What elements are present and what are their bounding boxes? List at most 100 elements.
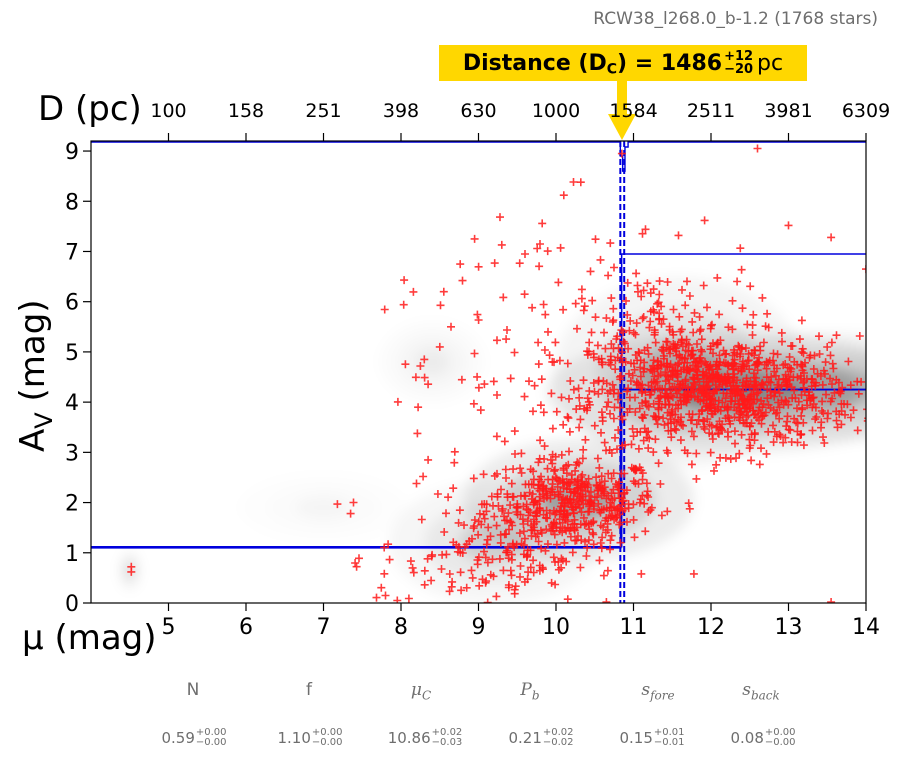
star-marker-1572: [475, 581, 484, 590]
star-marker-1320: [655, 309, 664, 318]
star-marker-306: [579, 445, 588, 454]
star-marker-1334: [659, 315, 668, 324]
star-marker-524: [569, 385, 578, 394]
star-marker-905: [617, 412, 626, 421]
star-marker-1707: [668, 327, 677, 336]
star-marker-1679: [594, 355, 603, 364]
star-marker-1263: [638, 314, 647, 323]
star-marker-1635: [673, 340, 682, 349]
star-marker-1150: [757, 396, 766, 405]
star-marker-1505: [557, 554, 566, 563]
star-marker-1168: [738, 357, 747, 366]
star-marker-577: [818, 380, 827, 389]
star-marker-1548: [470, 522, 479, 531]
star-marker-1402: [536, 401, 545, 410]
star-marker-1530: [420, 566, 429, 575]
star-marker-245: [568, 520, 577, 529]
star-marker-982: [736, 410, 745, 419]
param-value-sback: 0.08 +0.00 −0.00: [730, 728, 795, 748]
star-marker-1327: [643, 343, 652, 352]
star-marker-1332: [662, 389, 671, 398]
star-marker-1666: [469, 399, 478, 408]
star-marker-1122: [692, 420, 701, 429]
star-marker-1050: [742, 407, 751, 416]
star-marker-1359: [657, 345, 666, 354]
star-marker-498: [634, 444, 643, 453]
star-marker-256: [537, 472, 545, 481]
star-marker-941: [788, 342, 797, 350]
x-tick-label: 10: [542, 615, 570, 640]
star-marker-479: [730, 427, 739, 436]
star-marker-1398: [694, 362, 703, 370]
star-marker-1680: [457, 375, 466, 384]
star-marker-1108: [742, 418, 751, 427]
star-marker-1120: [774, 398, 783, 407]
star-marker-1440: [671, 410, 680, 419]
star-marker-1153: [802, 374, 811, 383]
star-marker-1210: [730, 413, 739, 422]
star-marker-1378: [715, 310, 724, 319]
param-sback-value: 0.08: [730, 729, 764, 747]
star-marker-349: [574, 500, 582, 509]
star-marker-266: [522, 500, 531, 509]
star-marker-704: [865, 369, 866, 372]
star-marker-755: [809, 400, 818, 408]
star-marker-296: [570, 487, 579, 496]
star-marker-1409: [586, 267, 595, 276]
star-marker-1581: [456, 568, 465, 577]
star-marker-419: [563, 495, 572, 504]
star-marker-1557: [490, 512, 499, 521]
star-marker-1694: [520, 392, 529, 401]
star-marker-396: [546, 455, 555, 464]
star-marker-1351: [749, 310, 758, 319]
param-f-minus: −0.00: [311, 737, 343, 748]
star-marker-851: [687, 427, 696, 436]
star-marker-336: [500, 512, 508, 521]
y-axis: 0 1 2 3 4 5 6 7 8 9: [65, 140, 91, 617]
star-marker-331: [607, 474, 616, 483]
star-marker-1632: [503, 326, 511, 334]
star-marker-1316: [626, 316, 635, 325]
star-marker-1703: [588, 296, 597, 305]
star-marker-238: [506, 517, 515, 526]
star-marker-1157: [828, 394, 837, 403]
star-marker-1189: [703, 361, 712, 370]
star-marker-1346: [756, 346, 765, 355]
star-marker-1561: [595, 556, 604, 565]
star-marker-1055: [717, 373, 726, 382]
star-marker-1047: [715, 351, 724, 360]
star-marker-1570: [504, 554, 513, 563]
star-marker-1603: [506, 566, 515, 575]
star-marker-1289: [676, 353, 685, 362]
star-marker-1566: [477, 520, 486, 529]
star-marker-1552: [510, 589, 519, 598]
star-marker-1731: [559, 191, 568, 200]
star-marker-1662: [447, 322, 455, 331]
star-marker-1614: [409, 287, 418, 296]
star-marker-255: [482, 507, 491, 516]
star-marker-1307: [639, 286, 648, 295]
star-marker-1228: [703, 383, 712, 392]
star-marker-1245: [655, 290, 664, 299]
star-marker-809: [849, 406, 858, 415]
star-marker-1454: [543, 540, 552, 549]
star-marker-300: [498, 504, 507, 513]
star-marker-520: [672, 426, 681, 435]
star-marker-1575: [499, 566, 508, 575]
star-marker-1314: [690, 385, 699, 394]
star-marker-181: [508, 521, 517, 530]
star-marker-1426: [638, 399, 647, 408]
star-marker-1371: [666, 349, 674, 358]
star-marker-1174: [697, 407, 706, 416]
star-marker-1495: [520, 491, 529, 500]
star-marker-1596: [529, 556, 538, 565]
star-marker-1365: [663, 448, 672, 457]
star-marker-1551: [537, 544, 546, 553]
star-marker-1663: [551, 338, 560, 347]
star-marker-376: [606, 536, 615, 545]
param-f-plus: +0.00: [311, 727, 343, 738]
star-marker-1275: [708, 410, 717, 418]
star-marker-408: [620, 488, 629, 497]
param-name-pb: Pb: [520, 680, 540, 703]
star-marker-1073: [756, 384, 765, 392]
